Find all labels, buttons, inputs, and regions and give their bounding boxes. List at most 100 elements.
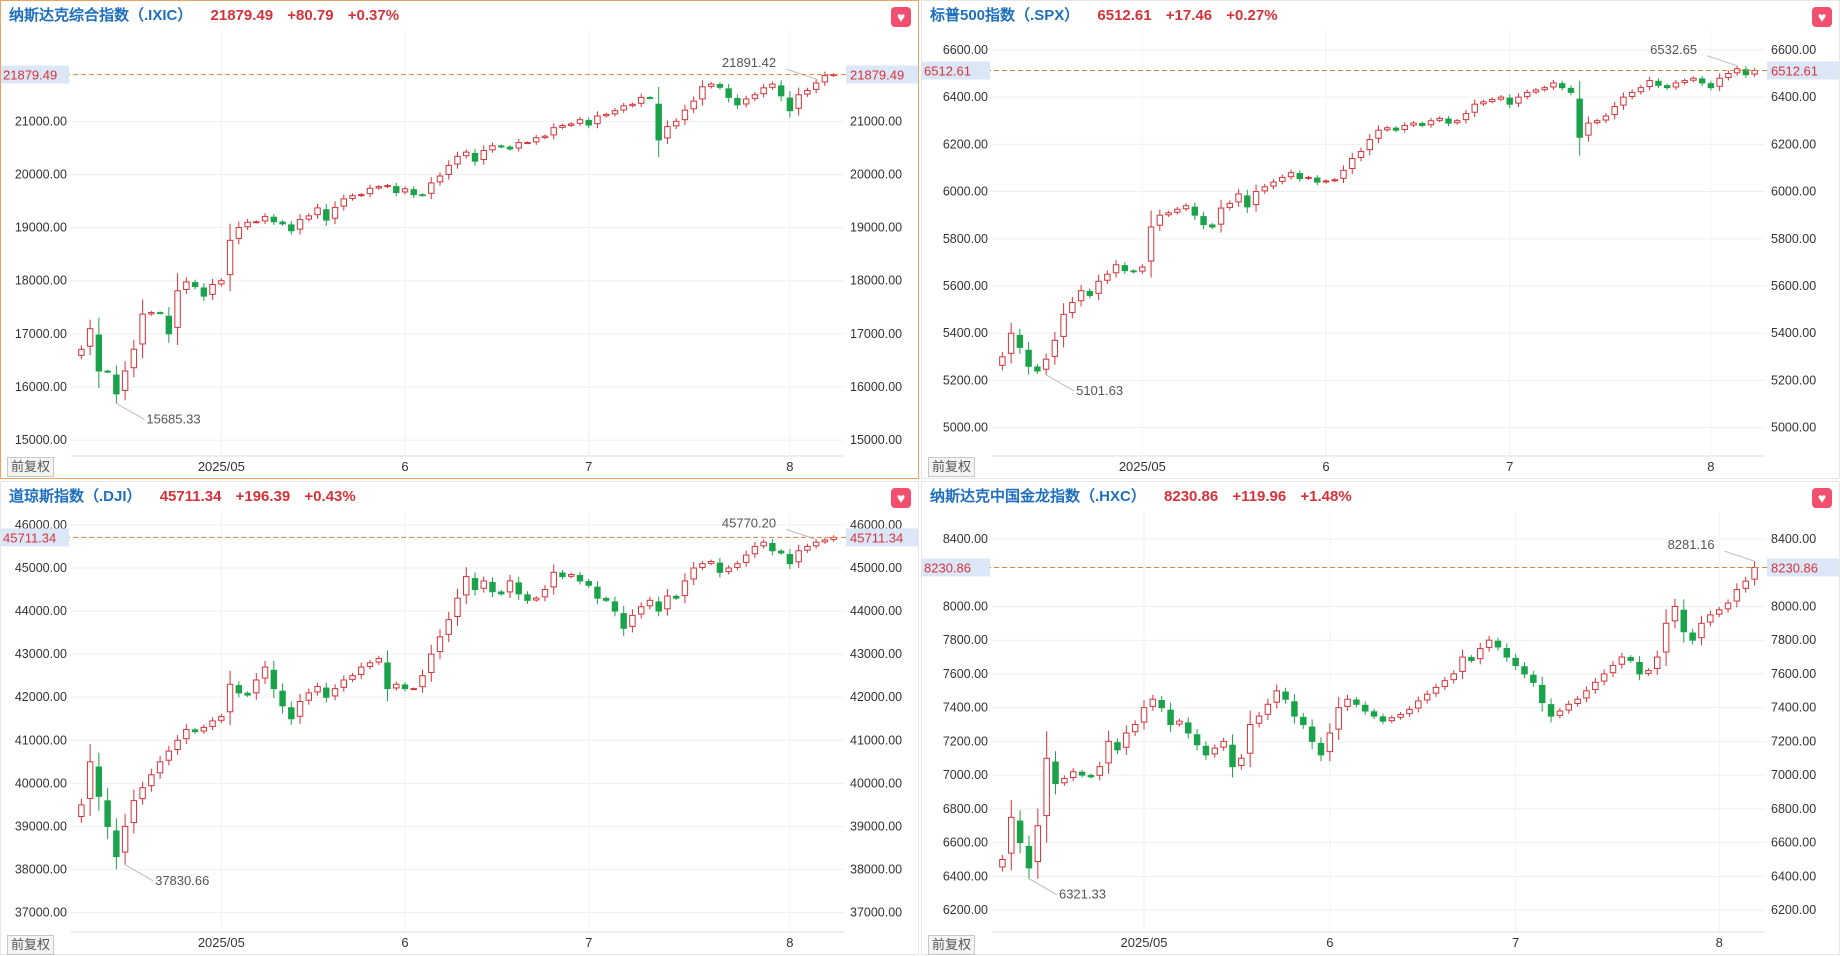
candle-body	[323, 687, 330, 698]
candle	[1468, 655, 1475, 663]
candle	[165, 745, 173, 766]
candle-body	[1279, 176, 1286, 182]
candle-body	[1583, 690, 1590, 699]
candle	[1523, 89, 1531, 100]
candle-body	[777, 550, 785, 554]
candle	[1419, 121, 1426, 128]
candle-body	[821, 75, 829, 83]
panel-ixic[interactable]: 纳斯达克综合指数（.IXIC） 21879.49 +80.79 +0.37% ♥…	[0, 0, 920, 480]
candle	[1532, 87, 1540, 95]
candle-body	[1681, 80, 1688, 84]
adjust-mode-button[interactable]: 前复权	[7, 457, 55, 477]
candle-body	[1344, 698, 1351, 707]
candle	[235, 681, 243, 698]
candle	[436, 172, 444, 186]
candle	[226, 670, 234, 726]
index-name[interactable]: 纳斯达克中国金龙指数（.HXC）	[930, 488, 1146, 505]
candle	[576, 116, 584, 127]
candle	[1436, 116, 1443, 123]
candle	[1550, 79, 1557, 90]
adjust-mode-button[interactable]: 前复权	[928, 457, 976, 477]
candle-body	[401, 188, 409, 193]
adjust-mode-button[interactable]: 前复权	[928, 935, 976, 955]
candle-body	[646, 96, 654, 99]
y-tick-label-right: 21000.00	[850, 114, 902, 128]
change-percent: +0.27%	[1226, 7, 1278, 24]
candle-body	[769, 542, 776, 552]
candle-body	[699, 86, 706, 100]
panel-hxc[interactable]: 纳斯达克中国金龙指数（.HXC） 8230.86 +119.96 +1.48% …	[921, 481, 1840, 955]
index-name[interactable]: 标普500指数（.SPX）	[930, 7, 1080, 24]
candle	[1725, 70, 1732, 81]
candle-body	[515, 142, 522, 149]
candle	[183, 724, 190, 744]
last-price-tag-left: 8230.86	[924, 561, 971, 576]
high-label: 45770.20	[722, 515, 776, 530]
heart-icon[interactable]: ♥	[891, 7, 911, 27]
candle-body	[78, 804, 85, 817]
y-tick-label-right: 6200.00	[1771, 903, 1816, 917]
candle	[1217, 199, 1225, 233]
y-tick-label-right: 43000.00	[850, 647, 902, 661]
candle	[751, 542, 759, 559]
candle	[288, 221, 295, 235]
candle-body	[209, 284, 216, 295]
candle-body	[1637, 87, 1645, 93]
y-tick-label-right: 37000.00	[850, 906, 902, 920]
candle-body	[226, 683, 234, 713]
candle-body	[1565, 703, 1572, 711]
adjust-mode-button[interactable]: 前复权	[7, 935, 55, 955]
candle-body	[594, 115, 601, 125]
candle	[515, 138, 522, 152]
heart-icon[interactable]: ♥	[1812, 7, 1832, 27]
candle	[1715, 606, 1723, 618]
candle-body	[1043, 757, 1050, 817]
candle-body	[244, 692, 251, 696]
candle-body	[690, 100, 697, 110]
x-tick-label: 7	[1506, 459, 1513, 474]
candle	[506, 574, 514, 598]
index-name[interactable]: 道琼斯指数（.DJI）	[9, 488, 142, 505]
candle-body	[1646, 80, 1653, 88]
candle	[1255, 711, 1263, 728]
candle	[1140, 700, 1148, 730]
heart-icon[interactable]: ♥	[1812, 488, 1832, 508]
candle	[1477, 642, 1484, 665]
last-price-tag-left: 21879.49	[3, 68, 57, 83]
last-price: 6512.61	[1097, 7, 1152, 24]
y-tick-label-left: 6600.00	[943, 43, 988, 57]
candle	[999, 854, 1006, 872]
candle	[1131, 720, 1139, 737]
candle-body	[366, 187, 374, 195]
candle-body	[1523, 91, 1531, 97]
x-tick-label: 2025/05	[1119, 459, 1166, 474]
candle-body	[999, 356, 1006, 366]
candle-body	[1158, 699, 1165, 709]
candlestick-chart-dji[interactable]: 37000.00 37000.00 38000.00 38000.00 39000.00…	[1, 482, 920, 956]
heart-icon[interactable]: ♥	[891, 488, 911, 508]
x-tick-label: 6	[401, 459, 408, 474]
candle-body	[1244, 195, 1251, 208]
candle	[594, 111, 601, 129]
candle-body	[165, 315, 173, 335]
panel-dji[interactable]: 道琼斯指数（.DJI） 45711.34 +196.39 +0.43% ♥ 37…	[0, 481, 920, 956]
candlestick-chart-hxc[interactable]: 6200.00 6200.00 6400.00 6400.00 6600.00 6600.…	[922, 482, 1840, 956]
candle-body	[1468, 657, 1475, 661]
candlestick-chart-ixic[interactable]: 15000.00 15000.00 16000.00 16000.00 17000.00…	[1, 1, 920, 480]
candle	[471, 572, 479, 596]
candlestick-chart-spx[interactable]: 5000.00 5000.00 5200.00 5200.00 5400.00 5400.…	[922, 1, 1840, 480]
y-tick-label-left: 8000.00	[943, 599, 988, 613]
change-percent: +1.48%	[1300, 488, 1352, 505]
candle	[1366, 133, 1373, 156]
candle-body	[331, 688, 339, 697]
candle	[288, 701, 295, 725]
index-name[interactable]: 纳斯达克综合指数（.IXIC）	[9, 7, 193, 24]
y-tick-label-right: 17000.00	[850, 327, 902, 341]
candle	[314, 203, 321, 219]
candle	[620, 605, 627, 637]
candle-body	[1506, 97, 1513, 105]
change-percent: +0.37%	[347, 7, 400, 24]
panel-spx[interactable]: 标普500指数（.SPX） 6512.61 +17.46 +0.27% ♥ 50…	[921, 0, 1840, 479]
last-price-tag-right-bg	[1767, 61, 1839, 80]
candle	[1707, 610, 1714, 627]
